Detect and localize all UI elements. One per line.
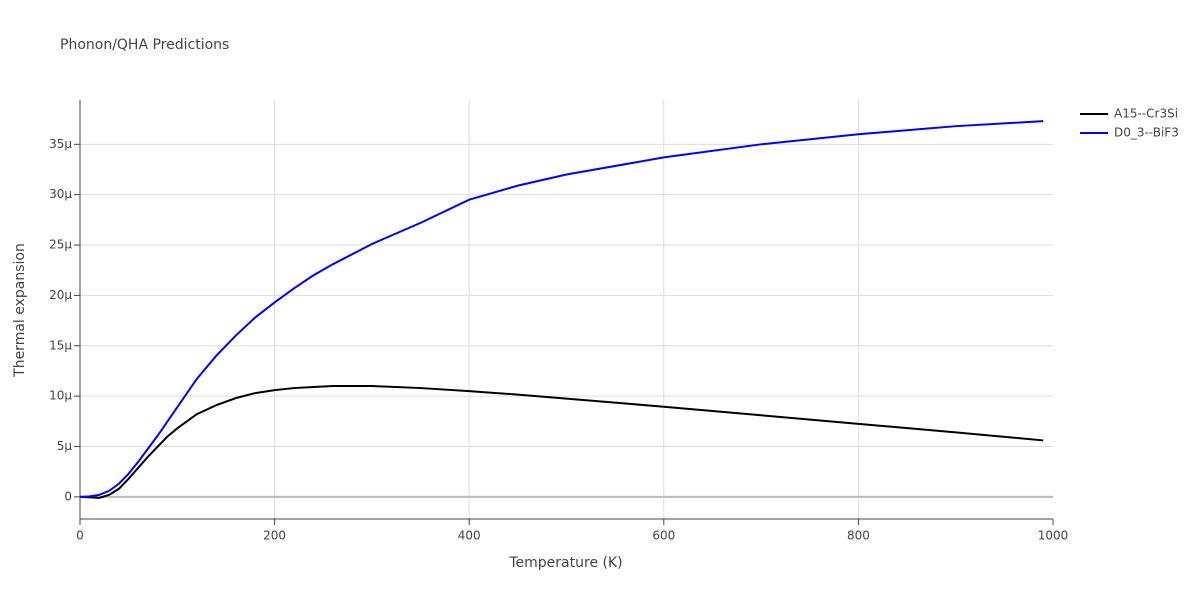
series-line bbox=[79, 385, 1044, 499]
chart-title: Phonon/QHA Predictions bbox=[60, 37, 229, 53]
y-axis-title: Thermal expansion bbox=[12, 243, 28, 378]
y-tick-label: 5μ bbox=[57, 439, 73, 453]
y-tick-label: 30μ bbox=[49, 187, 72, 201]
x-axis-title: Temperature (K) bbox=[508, 555, 622, 571]
x-tick-label: 0 bbox=[76, 529, 84, 543]
x-tick-label: 200 bbox=[263, 529, 286, 543]
legend-label: D0_3--BiF3 bbox=[1114, 126, 1179, 140]
x-tick-label: 800 bbox=[847, 529, 870, 543]
y-tick-label: 25μ bbox=[49, 238, 72, 252]
y-tick-label: 35μ bbox=[49, 137, 72, 151]
x-tick-label: 400 bbox=[458, 529, 481, 543]
series-line bbox=[79, 120, 1044, 498]
y-tick-label: 0 bbox=[64, 489, 72, 503]
y-tick-label: 10μ bbox=[49, 389, 72, 403]
x-tick-label: 600 bbox=[652, 529, 675, 543]
y-tick-label: 15μ bbox=[49, 338, 72, 352]
y-tick-label: 20μ bbox=[49, 288, 72, 302]
x-tick-label: 1000 bbox=[1038, 529, 1069, 543]
legend-label: A15--Cr3Si bbox=[1114, 107, 1178, 121]
